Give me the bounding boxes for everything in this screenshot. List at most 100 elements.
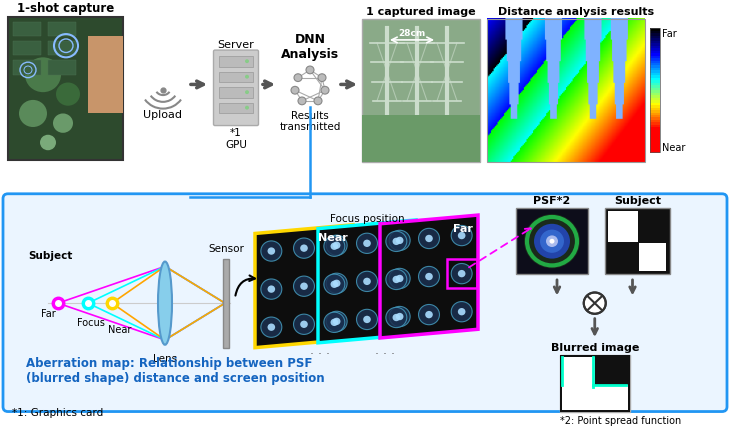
Circle shape <box>425 235 433 242</box>
Circle shape <box>393 276 400 283</box>
Bar <box>650 49 660 52</box>
Bar <box>650 89 660 92</box>
Bar <box>650 37 660 40</box>
Text: Lens: Lens <box>153 354 177 364</box>
Text: *2: Point spread function: *2: Point spread function <box>560 415 681 426</box>
Circle shape <box>56 83 80 106</box>
Circle shape <box>326 236 347 256</box>
Bar <box>650 54 660 57</box>
Bar <box>219 104 253 114</box>
Bar <box>362 116 480 162</box>
Circle shape <box>40 135 56 151</box>
Circle shape <box>300 321 308 328</box>
Text: 28cm: 28cm <box>399 29 426 38</box>
Circle shape <box>524 215 580 269</box>
Circle shape <box>364 316 371 323</box>
Bar <box>650 121 660 124</box>
Bar <box>650 74 660 77</box>
Circle shape <box>326 273 347 294</box>
Bar <box>608 212 638 242</box>
Circle shape <box>294 75 302 82</box>
Bar <box>650 29 660 153</box>
Circle shape <box>324 236 345 257</box>
Circle shape <box>19 101 47 128</box>
Bar <box>650 44 660 47</box>
Text: Far: Far <box>41 308 55 318</box>
Bar <box>650 133 660 136</box>
Bar <box>219 73 253 83</box>
Circle shape <box>321 87 329 95</box>
Bar <box>13 42 41 56</box>
Text: Aberration map: Relationship between PSF
(blurred shape) distance and screen pos: Aberration map: Relationship between PSF… <box>26 357 325 385</box>
Text: · · ·: · · · <box>310 347 330 360</box>
Circle shape <box>389 269 410 289</box>
Circle shape <box>331 319 338 326</box>
Bar <box>650 138 660 141</box>
Ellipse shape <box>158 262 172 345</box>
Circle shape <box>300 283 308 290</box>
Text: Distance analysis results: Distance analysis results <box>498 7 654 17</box>
Circle shape <box>331 281 338 288</box>
Circle shape <box>261 317 282 337</box>
Text: Server: Server <box>218 40 254 49</box>
Text: 1-shot capture: 1-shot capture <box>17 2 114 15</box>
Text: Near: Near <box>318 233 348 243</box>
Bar <box>560 356 630 412</box>
Bar <box>650 145 660 148</box>
Circle shape <box>333 318 340 325</box>
Bar <box>650 101 660 104</box>
Polygon shape <box>318 220 416 343</box>
Bar <box>650 42 660 45</box>
Text: Sensor: Sensor <box>208 243 244 253</box>
Circle shape <box>451 226 472 246</box>
Bar <box>639 244 666 271</box>
Circle shape <box>245 91 249 95</box>
Circle shape <box>333 242 340 249</box>
Polygon shape <box>380 216 478 338</box>
Text: *1
GPU: *1 GPU <box>225 128 247 149</box>
Circle shape <box>458 271 466 278</box>
Circle shape <box>451 264 472 284</box>
Bar <box>650 56 660 59</box>
Circle shape <box>389 231 410 251</box>
Circle shape <box>418 267 439 287</box>
Circle shape <box>550 239 555 244</box>
Bar <box>13 23 41 37</box>
Bar <box>650 29 660 32</box>
Bar <box>650 93 660 96</box>
Bar <box>650 71 660 74</box>
Bar <box>650 130 660 133</box>
Bar <box>650 34 660 37</box>
Text: Far: Far <box>453 223 473 233</box>
Circle shape <box>418 305 439 325</box>
Text: 1 captured image: 1 captured image <box>366 7 476 17</box>
Circle shape <box>393 238 400 245</box>
Bar <box>650 76 660 79</box>
Circle shape <box>425 273 433 281</box>
Circle shape <box>53 114 73 133</box>
Bar <box>650 64 660 67</box>
Circle shape <box>245 106 249 110</box>
Text: · · ·: · · · <box>375 347 395 360</box>
Bar <box>487 20 645 162</box>
Bar <box>8 17 123 161</box>
Circle shape <box>324 312 345 333</box>
Circle shape <box>318 75 326 82</box>
Circle shape <box>393 314 400 322</box>
Bar <box>650 39 660 42</box>
Bar <box>650 69 660 72</box>
Bar <box>650 135 660 138</box>
Bar <box>650 79 660 82</box>
Bar <box>650 96 660 99</box>
Bar <box>650 141 660 144</box>
Circle shape <box>396 275 404 282</box>
Circle shape <box>25 58 61 93</box>
Text: Focus: Focus <box>77 317 105 327</box>
Bar <box>650 86 660 89</box>
Circle shape <box>324 274 345 295</box>
Circle shape <box>261 279 282 299</box>
Circle shape <box>267 324 275 331</box>
Circle shape <box>261 242 282 262</box>
Circle shape <box>245 60 249 64</box>
Circle shape <box>326 311 347 332</box>
